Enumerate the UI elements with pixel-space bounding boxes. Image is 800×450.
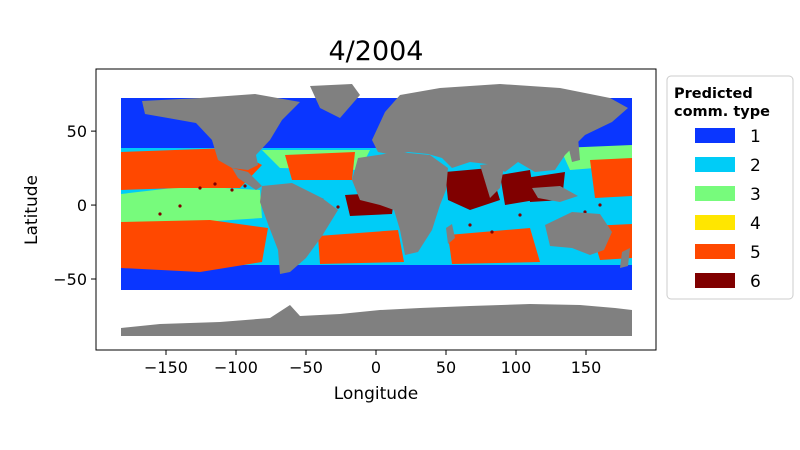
x-tick-label: −50 xyxy=(289,358,323,377)
y-tick-label: −50 xyxy=(53,270,87,289)
legend-swatch-6 xyxy=(695,273,735,288)
land-india xyxy=(480,162,505,198)
x-tick-label: 50 xyxy=(436,358,456,377)
legend-label-1: 1 xyxy=(750,127,761,147)
legend-title-line1: Predicted xyxy=(674,86,753,102)
x-tick-label: 100 xyxy=(501,358,532,377)
legend-swatch-5 xyxy=(695,244,735,259)
land-madagascar xyxy=(446,224,455,244)
x-tick-label: 150 xyxy=(571,358,602,377)
zone-type-5-sp-gyre xyxy=(121,220,268,272)
legend-label-5: 5 xyxy=(750,243,761,263)
land-japan xyxy=(568,138,580,162)
zone-type-5-satl-gyre xyxy=(318,230,404,264)
y-axis-label: Latitude xyxy=(22,175,42,245)
land-maritime-se-asia xyxy=(532,186,578,202)
zone-type-5-io-gyre xyxy=(448,228,540,264)
x-tick-label: 0 xyxy=(371,358,381,377)
land-south-america xyxy=(260,183,338,274)
land-antarctica xyxy=(121,304,632,336)
legend-swatch-4 xyxy=(695,215,735,230)
legend-items: 1 2 3 4 5 6 xyxy=(695,127,761,292)
land-australia xyxy=(545,212,612,255)
y-tick-label: 50 xyxy=(67,122,87,141)
land-masses xyxy=(121,84,632,336)
legend-label-6: 6 xyxy=(750,272,761,292)
zone-type-5-natl-gyre xyxy=(285,152,355,180)
legend-swatch-1 xyxy=(695,128,735,143)
legend-label-2: 2 xyxy=(750,156,761,176)
legend-label-3: 3 xyxy=(750,185,761,205)
land-europe-asia xyxy=(372,84,628,172)
land-central-america xyxy=(232,168,262,190)
legend: Predicted comm. type 1 2 3 4 5 6 xyxy=(666,75,794,300)
y-tick-label: 0 xyxy=(77,196,87,215)
zone-type-5-ne-pac xyxy=(590,158,632,198)
map-title: 4/2004 xyxy=(329,36,424,67)
map-plot-area xyxy=(96,69,656,350)
land-greenland xyxy=(310,84,360,118)
x-ticks: −150 −100 −50 0 50 100 150 xyxy=(144,350,601,377)
legend-swatch-3 xyxy=(695,186,735,201)
y-ticks: 50 0 −50 xyxy=(53,122,96,289)
x-tick-label: −100 xyxy=(214,358,258,377)
land-north-america xyxy=(142,94,300,170)
legend-title-line2: comm. type xyxy=(674,104,770,120)
zone-type-3-eq-pacific xyxy=(121,186,262,222)
x-tick-label: −150 xyxy=(144,358,188,377)
legend-swatch-2 xyxy=(695,157,735,172)
legend-label-4: 4 xyxy=(750,214,761,234)
land-new-zealand xyxy=(620,248,630,268)
x-axis-label: Longitude xyxy=(334,384,419,404)
land-africa xyxy=(352,152,448,255)
